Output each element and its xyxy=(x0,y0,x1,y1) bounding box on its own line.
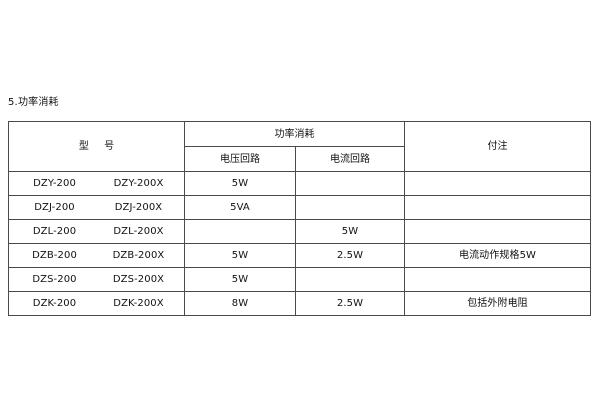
cell-voltage xyxy=(184,219,296,244)
cell-voltage: 5W xyxy=(184,243,296,268)
model-primary: DZB-200 xyxy=(32,250,77,261)
model-primary: DZS-200 xyxy=(32,274,77,285)
table-row: DZS-200 DZS-200X 5W xyxy=(8,267,591,292)
cell-model: DZB-200 DZB-200X xyxy=(8,243,185,268)
cell-model: DZY-200 DZY-200X xyxy=(8,171,185,196)
table-row: DZL-200 DZL-200X 5W xyxy=(8,219,591,244)
cell-current xyxy=(295,195,405,220)
table-body: DZY-200 DZY-200X 5W DZJ-200 DZJ-200X 5VA xyxy=(8,171,591,316)
column-header-remark: 付注 xyxy=(404,121,591,172)
model-variant: DZB-200X xyxy=(112,250,165,261)
table-header: 型 号 功率消耗 付注 电压回路 电流回路 xyxy=(8,121,591,172)
cell-model: DZJ-200 DZJ-200X xyxy=(8,195,185,220)
cell-remark xyxy=(404,195,591,220)
cell-current: 5W xyxy=(295,219,405,244)
cell-remark: 包括外附电阻 xyxy=(404,291,591,316)
cell-remark xyxy=(404,171,591,196)
model-variant: DZK-200X xyxy=(113,298,164,309)
model-variant: DZY-200X xyxy=(113,178,164,189)
cell-current: 2.5W xyxy=(295,291,405,316)
model-primary: DZL-200 xyxy=(32,226,77,237)
model-primary: DZJ-200 xyxy=(34,202,75,213)
model-primary: DZK-200 xyxy=(32,298,77,309)
table-row: DZK-200 DZK-200X 8W 2.5W 包括外附电阻 xyxy=(8,291,591,316)
cell-voltage: 5VA xyxy=(184,195,296,220)
cell-remark: 电流动作规格5W xyxy=(404,243,591,268)
cell-current xyxy=(295,171,405,196)
model-variant: DZJ-200X xyxy=(114,202,163,213)
cell-model: DZS-200 DZS-200X xyxy=(8,267,185,292)
power-consumption-table: 型 号 功率消耗 付注 电压回路 电流回路 DZY-200 DZY-200X 5… xyxy=(8,121,591,316)
column-header-model: 型 号 xyxy=(8,121,185,172)
cell-voltage: 5W xyxy=(184,267,296,292)
cell-remark xyxy=(404,267,591,292)
column-header-power-group: 功率消耗 xyxy=(184,121,405,147)
column-header-current-circuit: 电流回路 xyxy=(295,146,405,172)
cell-model: DZK-200 DZK-200X xyxy=(8,291,185,316)
column-header-voltage-circuit: 电压回路 xyxy=(184,146,296,172)
cell-current: 2.5W xyxy=(295,243,405,268)
cell-voltage: 8W xyxy=(184,291,296,316)
table-header-row-1: 型 号 功率消耗 付注 xyxy=(8,121,591,172)
cell-current xyxy=(295,267,405,292)
table-row: DZB-200 DZB-200X 5W 2.5W 电流动作规格5W xyxy=(8,243,591,268)
cell-remark xyxy=(404,219,591,244)
cell-voltage: 5W xyxy=(184,171,296,196)
model-variant: DZS-200X xyxy=(112,274,165,285)
model-primary: DZY-200 xyxy=(33,178,76,189)
table-row: DZJ-200 DZJ-200X 5VA xyxy=(8,195,591,220)
model-variant: DZL-200X xyxy=(113,226,164,237)
column-header-model-label: 型 号 xyxy=(78,141,121,152)
table-row: DZY-200 DZY-200X 5W xyxy=(8,171,591,196)
section-title: 5.功率消耗 xyxy=(8,97,59,108)
cell-model: DZL-200 DZL-200X xyxy=(8,219,185,244)
